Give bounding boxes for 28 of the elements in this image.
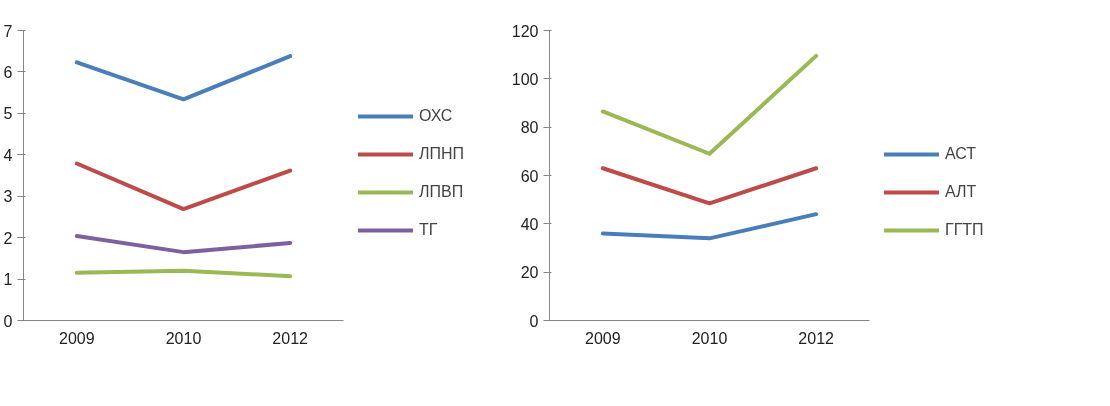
y-tick-label: 100: [511, 70, 539, 88]
y-tick-label: 0: [3, 312, 13, 330]
y-tick-label: 1: [3, 271, 13, 289]
legend-label: ЛПНП: [419, 145, 465, 163]
legend-label: ЛПВП: [419, 183, 464, 201]
y-tick-label: 4: [3, 146, 13, 164]
y-tick-label: 3: [3, 188, 13, 206]
legend-label: ОХС: [419, 107, 453, 125]
y-tick-label: 0: [529, 312, 539, 330]
y-tick-label: 120: [511, 22, 539, 40]
x-tick-label: 2010: [691, 329, 728, 347]
x-tick-label: 2009: [585, 329, 621, 347]
x-tick-label: 2009: [59, 329, 95, 347]
y-tick-label: 2: [3, 229, 13, 247]
y-tick-label: 40: [520, 215, 539, 233]
x-tick-label: 2012: [798, 329, 835, 347]
legend-label: ТГ: [419, 221, 439, 239]
legend-label: АЛТ: [945, 183, 977, 201]
legend-label: АСТ: [945, 145, 977, 163]
legend-label: ГГТП: [945, 221, 984, 239]
x-tick-label: 2010: [165, 329, 202, 347]
x-tick-label: 2012: [272, 329, 309, 347]
y-tick-label: 7: [3, 22, 13, 40]
y-tick-label: 80: [520, 119, 539, 137]
y-tick-label: 5: [3, 105, 13, 123]
y-tick-label: 60: [520, 167, 539, 185]
y-tick-label: 20: [520, 264, 539, 282]
y-tick-label: 6: [3, 63, 13, 81]
